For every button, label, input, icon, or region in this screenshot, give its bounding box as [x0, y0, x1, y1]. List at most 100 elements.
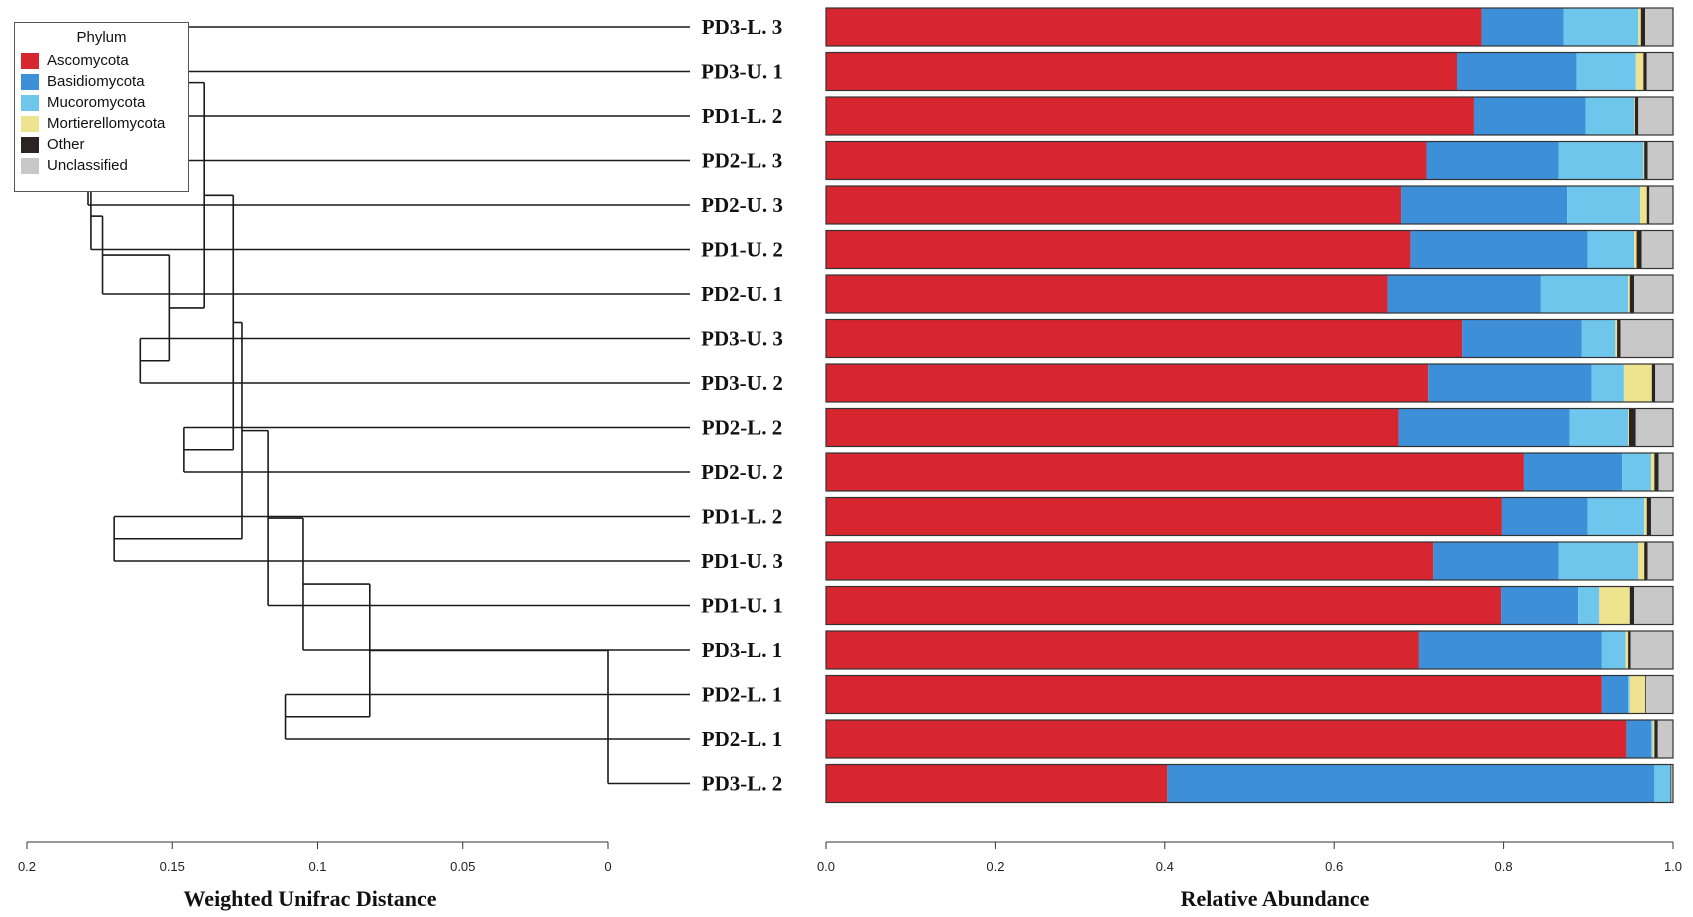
sample-label: PD3-U. 2	[701, 371, 783, 395]
sample-label: PD1-L. 2	[702, 104, 783, 128]
bar-segment-other	[1646, 186, 1650, 224]
bar-segment-mortierellomycota	[1652, 720, 1655, 758]
bar-segment-basidiomycota	[1626, 720, 1651, 758]
sample-label: PD2-U. 3	[701, 193, 783, 217]
legend-label: Basidiomycota	[47, 73, 145, 90]
bar-segment-basidiomycota	[1462, 319, 1582, 358]
legend-swatch	[21, 157, 39, 174]
bar-segment-mortierellomycota	[1650, 453, 1655, 491]
bar-segment-basidiomycota	[1433, 542, 1559, 580]
bar-segment-mortierellomycota	[1599, 586, 1630, 625]
bar-segment-other	[1636, 230, 1642, 269]
bar-segment-other	[1645, 675, 1646, 714]
bar-segment-mucoromycota	[1601, 631, 1626, 669]
sample-label: PD3-L. 1	[702, 638, 783, 662]
sample-labels: PD3-L. 3 PD3-U. 1 PD1-L. 2 PD2-L. 3 PD2-U. 3…	[701, 15, 783, 796]
bar-segment-basidiomycota	[1601, 675, 1629, 714]
bar-segment-mortierellomycota	[1634, 230, 1637, 269]
tick-label: 1.0	[1664, 859, 1682, 874]
legend-label: Mortierellomycota	[47, 115, 166, 132]
legend-item: Basidiomycota	[15, 71, 188, 92]
bar-segment-ascomycota	[826, 675, 1602, 714]
bar-outline	[825, 541, 1674, 581]
bar-segment-other	[1654, 453, 1659, 491]
bar-segment-mucoromycota	[1654, 764, 1671, 803]
bar-segment-other	[1651, 364, 1656, 402]
bar-segment-basidiomycota	[1418, 631, 1602, 669]
sample-label: PD1-U. 1	[701, 594, 783, 618]
legend-swatch	[21, 115, 39, 132]
bar-outline	[825, 96, 1674, 136]
legend-item: Mortierellomycota	[15, 113, 188, 134]
bar-outline	[825, 496, 1674, 537]
bar-segment-unclassified	[1634, 586, 1673, 625]
bar-outline	[825, 185, 1674, 225]
distance-axis-title: Weighted Unifrac Distance	[184, 886, 437, 911]
bar-segment-other	[1670, 764, 1672, 803]
bar-segment-mucoromycota	[1591, 364, 1624, 402]
bar-segment-unclassified	[1647, 542, 1673, 580]
sample-label: PD2-L. 2	[702, 416, 783, 440]
bar-outline	[825, 51, 1674, 92]
sample-label: PD3-U. 3	[701, 327, 783, 351]
bar-segment-mucoromycota	[1578, 586, 1600, 625]
bar-segment-mucoromycota	[1622, 453, 1651, 491]
bar-segment-ascomycota	[826, 230, 1411, 269]
bar-outline	[825, 719, 1674, 759]
legend-swatch	[21, 94, 39, 111]
tick-label: 0.2	[986, 859, 1004, 874]
bar-segment-other	[1628, 408, 1636, 447]
bar-segment-unclassified	[1650, 497, 1673, 536]
bar-segment-unclassified	[1649, 186, 1673, 224]
bar-segment-mortierellomycota	[1635, 52, 1644, 91]
bar-segment-mucoromycota	[1628, 675, 1630, 714]
sample-label: PD1-U. 2	[701, 238, 783, 262]
bar-segment-other	[1634, 97, 1639, 135]
bar-segment-basidiomycota	[1501, 586, 1579, 625]
bar-segment-ascomycota	[826, 631, 1419, 669]
tick-label: 0.4	[1156, 859, 1174, 874]
legend-swatch	[21, 136, 39, 153]
legend-swatch	[21, 52, 39, 69]
bar-segment-ascomycota	[826, 8, 1482, 46]
legend-item: Mucoromycota	[15, 92, 188, 113]
tick-label: 0.6	[1325, 859, 1343, 874]
bar-segment-basidiomycota	[1426, 141, 1559, 180]
bar-outline	[825, 229, 1674, 270]
bar-segment-other	[1617, 319, 1621, 358]
legend-item: Ascomycota	[15, 50, 188, 71]
bar-segment-unclassified	[1630, 631, 1673, 669]
bar-outline	[825, 363, 1674, 403]
bar-segment-basidiomycota	[1401, 186, 1568, 224]
tick-label: 0.8	[1495, 859, 1513, 874]
bar-segment-mortierellomycota	[1639, 186, 1647, 224]
bar-segment-other	[1643, 52, 1647, 91]
sample-label: PD3-L. 2	[702, 772, 783, 796]
bar-segment-other	[1628, 631, 1631, 669]
legend-item: Unclassified	[15, 155, 188, 176]
tick-label: 0.15	[160, 859, 185, 874]
bar-outline	[825, 674, 1674, 715]
sample-label: PD3-U. 1	[701, 60, 783, 84]
dendrogram	[87, 26, 690, 785]
legend-item: Other	[15, 134, 188, 155]
legend-label: Other	[47, 136, 85, 153]
tick-label: 0.1	[308, 859, 326, 874]
tick-label: 0	[604, 859, 611, 874]
bar-outline	[825, 585, 1674, 626]
bar-segment-mucoromycota	[1558, 542, 1639, 580]
sample-label: PD1-L. 2	[702, 505, 783, 529]
bar-segment-basidiomycota	[1501, 497, 1588, 536]
bar-segment-ascomycota	[826, 186, 1402, 224]
legend-label: Ascomycota	[47, 52, 129, 69]
bar-segment-mucoromycota	[1576, 52, 1636, 91]
bar-segment-basidiomycota	[1428, 364, 1592, 402]
sample-label: PD2-L. 1	[702, 683, 783, 707]
bar-segment-other	[1629, 275, 1635, 313]
bar-segment-mucoromycota	[1567, 186, 1640, 224]
bar-segment-ascomycota	[826, 97, 1474, 135]
bar-segment-basidiomycota	[1167, 764, 1655, 803]
tick-label: 0.05	[450, 859, 475, 874]
bar-segment-basidiomycota	[1398, 408, 1570, 447]
